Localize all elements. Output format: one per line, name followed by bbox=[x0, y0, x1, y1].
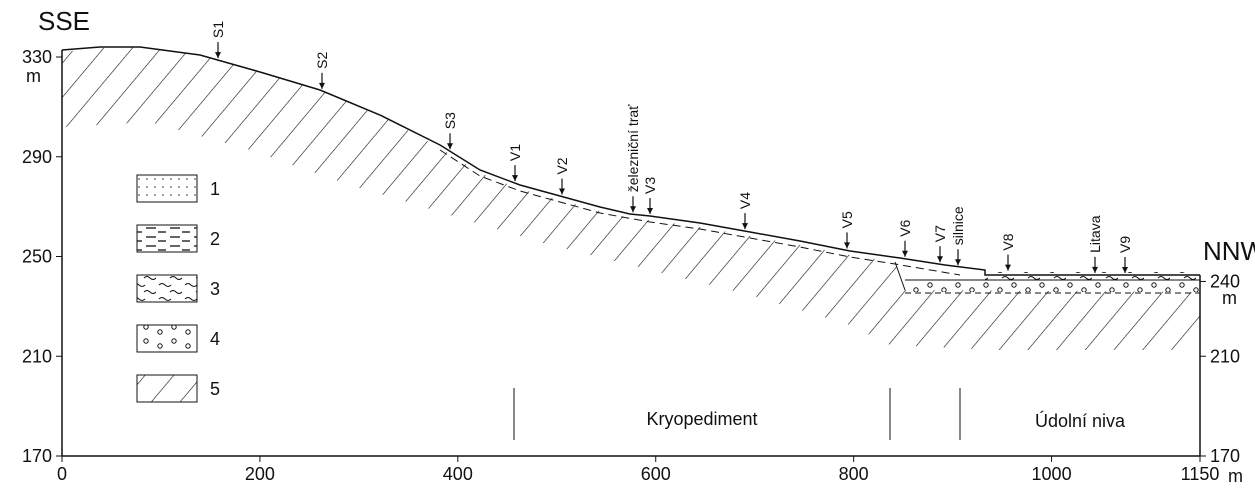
marker-label: V3 bbox=[642, 177, 658, 194]
marker-label: S3 bbox=[442, 112, 458, 129]
marker-label: V5 bbox=[839, 211, 855, 228]
legend-label: 2 bbox=[210, 229, 220, 249]
marker-label: silnice bbox=[950, 206, 966, 245]
marker-arrowhead bbox=[512, 175, 518, 182]
zone-label: Údolní niva bbox=[1035, 410, 1126, 431]
y-tick-label: 290 bbox=[22, 147, 52, 167]
y-tick-label: 330 bbox=[22, 47, 52, 67]
x-tick-label: 600 bbox=[641, 464, 671, 484]
x-tick-label: 1150 bbox=[1181, 464, 1220, 484]
direction-right: NNW bbox=[1203, 236, 1255, 266]
bedrock bbox=[62, 47, 1200, 350]
legend-swatch bbox=[136, 224, 198, 253]
marker-arrowhead bbox=[447, 143, 453, 150]
marker-arrowhead bbox=[1092, 266, 1098, 273]
loess-boundary bbox=[439, 149, 961, 276]
y-tick-label: 170 bbox=[22, 446, 52, 466]
marker-arrowhead bbox=[1005, 264, 1011, 271]
marker-arrowhead bbox=[319, 82, 325, 89]
surface bbox=[61, 46, 1200, 276]
unit-left: m bbox=[26, 66, 41, 86]
marker-arrowhead bbox=[844, 242, 850, 249]
bedrock-step bbox=[894, 261, 906, 291]
x-tick-label: 800 bbox=[839, 464, 869, 484]
legend-label: 4 bbox=[210, 329, 220, 349]
marker-label: V1 bbox=[507, 144, 523, 161]
marker-label: S1 bbox=[210, 21, 226, 38]
marker-arrowhead bbox=[955, 259, 961, 266]
y-tick-label: 170 bbox=[1210, 446, 1240, 466]
marker-arrowhead bbox=[559, 188, 565, 195]
loam-layer bbox=[985, 272, 1200, 281]
zone-label: Kryopediment bbox=[646, 409, 757, 429]
legend-swatch bbox=[136, 274, 198, 303]
marker-label: V2 bbox=[554, 157, 570, 174]
marker-arrowhead bbox=[742, 223, 748, 230]
y-tick-label: 210 bbox=[22, 346, 52, 366]
marker-label: V9 bbox=[1117, 236, 1133, 253]
unit-right: m bbox=[1222, 288, 1237, 308]
legend-label: 5 bbox=[210, 379, 220, 399]
marker-arrowhead bbox=[902, 250, 908, 257]
marker-label: V6 bbox=[897, 219, 913, 236]
x-tick-label: 1000 bbox=[1032, 464, 1072, 484]
direction-left: SSE bbox=[38, 6, 90, 36]
zones: Kryopediment Údolní niva bbox=[513, 388, 1126, 440]
section bbox=[61, 46, 1200, 350]
gravel-layer bbox=[905, 280, 1200, 292]
legend: 1 2 3 4 5 bbox=[136, 174, 220, 403]
x-tick-label: 200 bbox=[245, 464, 275, 484]
x-tick-label: 400 bbox=[443, 464, 473, 484]
y-tick-label: 240 bbox=[1210, 271, 1240, 291]
marker-label: V7 bbox=[932, 225, 948, 242]
y-tick-label: 250 bbox=[22, 247, 52, 267]
marker-label: V4 bbox=[737, 192, 753, 209]
unit-bottom: m bbox=[1228, 466, 1243, 486]
legend-swatch bbox=[136, 324, 198, 353]
marker-label: V8 bbox=[1000, 233, 1016, 250]
x-tick-label: 0 bbox=[57, 464, 67, 484]
marker-arrowhead bbox=[1122, 267, 1128, 273]
marker-arrowhead bbox=[937, 256, 943, 263]
legend-label: 3 bbox=[210, 279, 220, 299]
legend-label: 1 bbox=[210, 179, 220, 199]
legend-swatch bbox=[136, 174, 198, 203]
legend-swatch bbox=[136, 374, 198, 403]
y-tick-label: 210 bbox=[1210, 346, 1240, 366]
marker-label: S2 bbox=[314, 51, 330, 68]
marker-label: železniční trať bbox=[625, 104, 641, 192]
marker-arrowhead bbox=[630, 206, 636, 213]
marker-arrowhead bbox=[647, 208, 653, 214]
marker-label: Litava bbox=[1087, 215, 1103, 253]
marker-arrowhead bbox=[215, 52, 221, 59]
